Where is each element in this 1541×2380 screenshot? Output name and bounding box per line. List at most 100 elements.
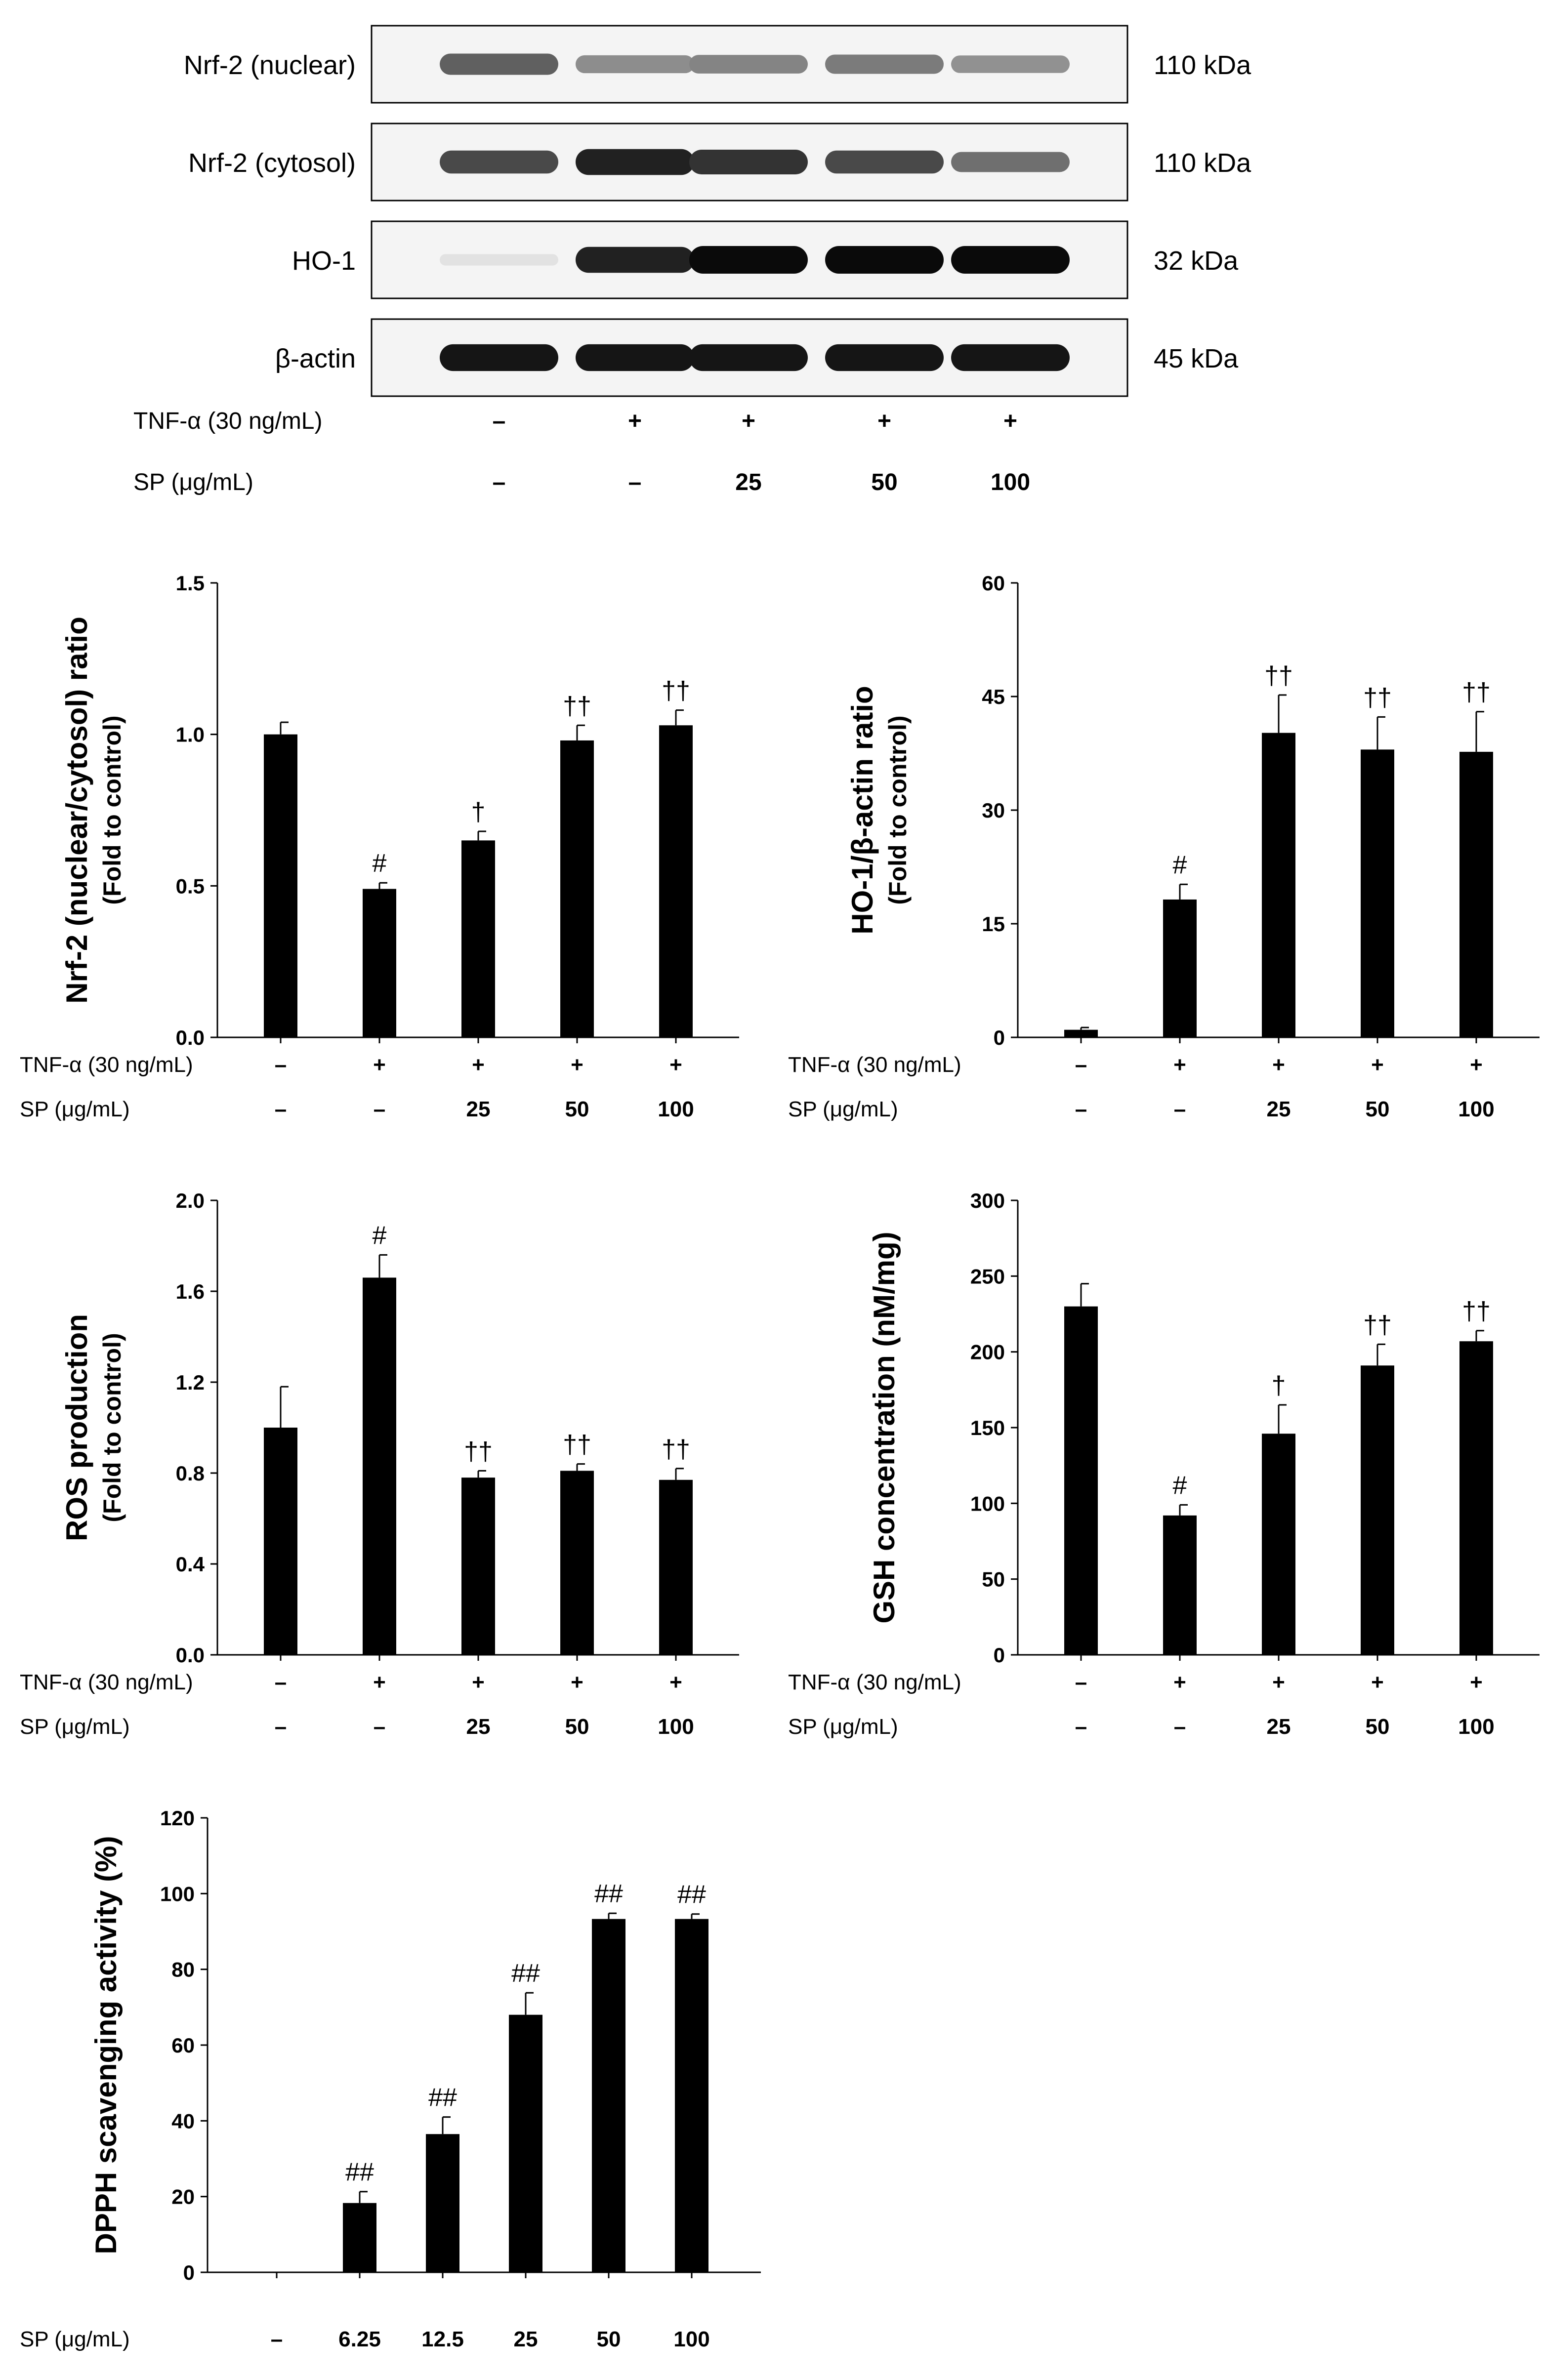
treatment-value: –: [1174, 1715, 1186, 1739]
treatment-value: 25: [1267, 1097, 1291, 1121]
blot-band: [951, 152, 1070, 172]
significance-marker: #: [1173, 1471, 1187, 1500]
y-tick-label: 150: [970, 1416, 1005, 1439]
y-tick-label: 120: [160, 1806, 195, 1830]
treatment-row-label: SP (μg/mL): [133, 469, 253, 495]
significance-marker: †: [1272, 1371, 1286, 1400]
y-tick-label: 1.6: [176, 1280, 205, 1303]
y-tick-label: 15: [982, 912, 1005, 936]
band-size-label: 45 kDa: [1154, 344, 1239, 373]
treatment-value: 50: [597, 2327, 621, 2351]
bar: [1064, 1029, 1098, 1037]
treatment-value: +: [628, 408, 642, 434]
y-axis-subtitle: (Fold to control): [98, 715, 126, 904]
treatment-value: –: [493, 469, 506, 495]
y-tick-label: 1.0: [176, 723, 205, 746]
treatment-value: +: [1470, 1053, 1483, 1077]
y-tick-label: 60: [982, 572, 1005, 595]
bar: [560, 740, 594, 1037]
band-size-label: 110 kDa: [1154, 148, 1251, 178]
treatment-value: 25: [466, 1715, 491, 1739]
treatment-row-label: TNF-α (30 ng/mL): [20, 1053, 193, 1077]
bar: [343, 2203, 376, 2272]
blot-band: [576, 55, 694, 74]
western-blot-panel: Nrf-2 (nuclear) 110 kDa Nrf-2 (cytosol) 110…: [133, 25, 1251, 495]
blot-band: [825, 246, 944, 274]
y-tick-label: 0.8: [176, 1462, 205, 1485]
treatment-value: –: [275, 1670, 287, 1694]
treatment-value: +: [571, 1053, 583, 1077]
significance-marker: ††: [1462, 678, 1491, 707]
blot-band: [825, 150, 944, 174]
significance-marker: ††: [464, 1437, 493, 1466]
treatment-value: –: [1174, 1097, 1186, 1121]
y-tick-label: 0: [994, 1026, 1005, 1049]
treatment-value: 100: [658, 1715, 694, 1739]
band-label: Nrf-2 (cytosol): [188, 148, 356, 178]
band-size-label: 32 kDa: [1154, 246, 1239, 276]
blot-band: [440, 254, 558, 266]
y-tick-label: 2.0: [176, 1189, 205, 1212]
blot-band: [440, 53, 558, 75]
y-tick-label: 45: [982, 685, 1005, 708]
treatment-value: +: [1371, 1053, 1384, 1077]
bar: [1163, 899, 1197, 1037]
treatment-value: 25: [466, 1097, 491, 1121]
treatment-value: +: [571, 1670, 583, 1694]
treatment-value: +: [1272, 1670, 1285, 1694]
treatment-value: +: [1272, 1053, 1285, 1077]
treatment-value: +: [472, 1053, 485, 1077]
bar: [426, 2134, 459, 2272]
y-tick-label: 50: [982, 1568, 1005, 1591]
bar: [461, 840, 495, 1037]
treatment-value: 100: [658, 1097, 694, 1121]
y-axis-title: HO-1/β-actin ratio: [846, 686, 879, 934]
blot-band: [576, 246, 694, 273]
bar: [592, 1919, 625, 2272]
ho1-ratio-chart: 0 15 30 45 60 HO-1/β-actin ratio (Fold to cont…: [788, 572, 1540, 1121]
treatment-value: +: [1003, 408, 1017, 434]
y-tick-label: 100: [970, 1492, 1005, 1515]
treatment-value: +: [1173, 1053, 1186, 1077]
blot-band: [825, 344, 944, 371]
y-tick-label: 30: [982, 799, 1005, 822]
treatment-value: –: [275, 1097, 287, 1121]
treatment-value: +: [373, 1053, 386, 1077]
significance-marker: ##: [428, 2084, 457, 2112]
treatment-value: –: [374, 1715, 385, 1739]
significance-marker: ##: [345, 2158, 374, 2187]
y-axis-title: DPPH scavenging activity (%): [89, 1836, 123, 2255]
gsh-concentration-chart: 0 50 100 150 200 250 300 GSH concentration (nM/…: [788, 1189, 1540, 1739]
y-axis-title: ROS production: [60, 1314, 93, 1541]
blot-band: [951, 246, 1070, 274]
treatment-value: –: [275, 1053, 287, 1077]
significance-marker: ††: [563, 692, 591, 720]
ros-production-chart: 0.0 0.4 0.8 1.2 1.6 2.0 ROS production (Fold to…: [20, 1189, 739, 1739]
significance-marker: ††: [1363, 1311, 1392, 1339]
treatment-row-label: TNF-α (30 ng/mL): [133, 408, 322, 434]
treatment-value: +: [1371, 1670, 1384, 1694]
treatment-value: 50: [565, 1715, 589, 1739]
y-axis-subtitle: (Fold to control): [884, 715, 912, 904]
bar: [363, 1277, 396, 1655]
treatment-value: –: [271, 2327, 283, 2351]
significance-marker: ##: [511, 1959, 540, 1988]
treatment-value: –: [1075, 1053, 1087, 1077]
blot-band: [689, 150, 808, 174]
significance-marker: #: [373, 849, 387, 878]
treatment-value: –: [628, 469, 642, 495]
bar: [363, 889, 396, 1037]
bar: [1064, 1306, 1098, 1655]
significance-marker: ††: [662, 677, 690, 705]
blot-band: [440, 344, 558, 371]
treatment-value: –: [374, 1097, 385, 1121]
treatment-value: –: [1075, 1715, 1087, 1739]
bar: [1163, 1515, 1197, 1655]
y-tick-label: 0.0: [176, 1643, 205, 1667]
band-size-label: 110 kDa: [1154, 50, 1251, 80]
band-label: Nrf-2 (nuclear): [184, 50, 356, 80]
significance-marker: ††: [563, 1431, 591, 1459]
treatment-value: 50: [565, 1097, 589, 1121]
y-axis-title: GSH concentration (nM/mg): [868, 1231, 901, 1623]
y-tick-label: 1.5: [176, 572, 205, 595]
